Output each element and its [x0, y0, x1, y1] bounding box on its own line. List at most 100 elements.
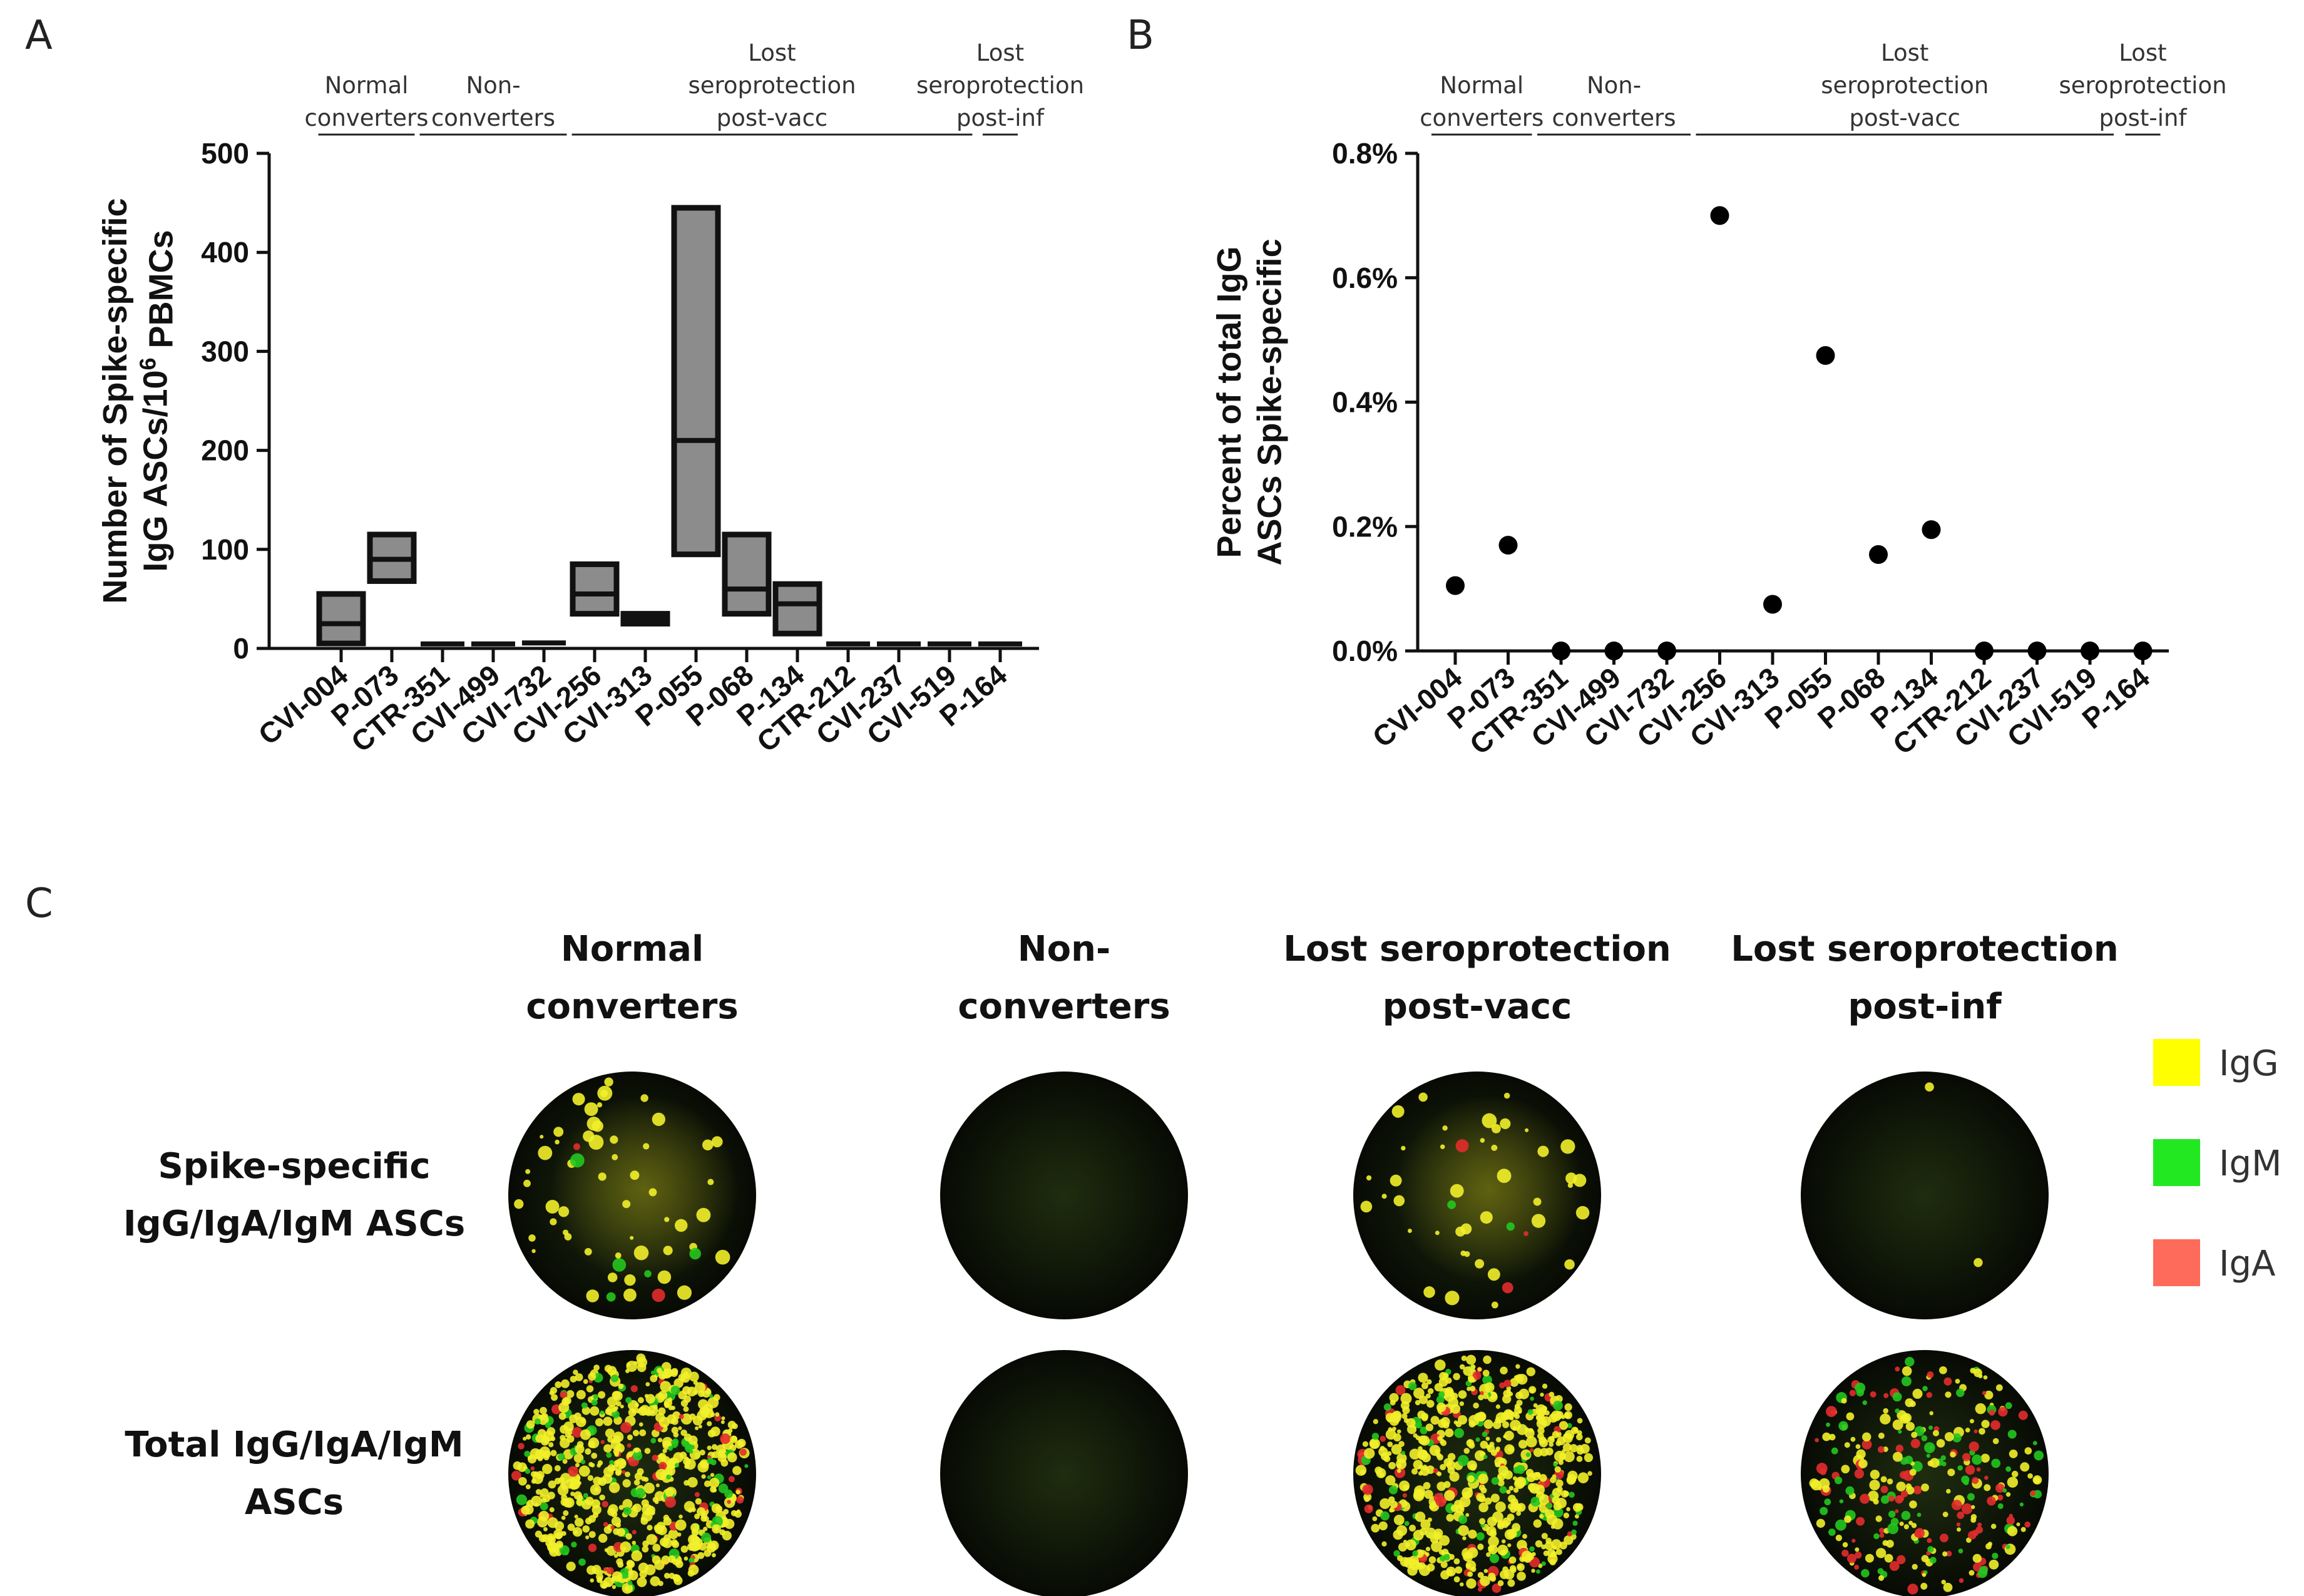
spot — [644, 1448, 651, 1455]
spot — [1484, 1382, 1495, 1393]
spot — [551, 1394, 558, 1401]
spot — [1440, 1561, 1448, 1568]
spot — [1564, 1451, 1575, 1463]
spot — [1861, 1432, 1871, 1442]
spot — [1880, 1495, 1890, 1504]
spot — [585, 1535, 590, 1540]
spot — [581, 1402, 588, 1409]
spot — [1928, 1425, 1933, 1430]
spot — [646, 1534, 657, 1545]
spot — [1453, 1558, 1460, 1565]
spot — [1841, 1465, 1850, 1474]
spot — [1944, 1432, 1954, 1441]
spot — [1408, 1381, 1417, 1391]
spot — [2030, 1490, 2036, 1496]
spot — [1547, 1436, 1555, 1444]
spot — [1575, 1205, 1590, 1220]
spot — [1567, 1423, 1572, 1429]
spot — [1540, 1393, 1544, 1397]
spot — [1499, 1382, 1505, 1389]
spot — [1941, 1461, 1947, 1466]
spot — [561, 1531, 566, 1536]
spot — [1453, 1576, 1460, 1583]
spot — [1557, 1436, 1566, 1446]
spot — [710, 1426, 720, 1437]
spot — [1553, 1462, 1558, 1467]
spot — [1498, 1465, 1508, 1476]
spot — [652, 1112, 665, 1127]
chart-b: 0.0% 0.2% 0.4% 0.6% 0.8% Percent of total IgG… — [1211, 39, 2227, 761]
panel-letter-a: A — [25, 13, 53, 59]
spot — [1987, 1496, 1996, 1506]
spot — [1869, 1480, 1880, 1491]
spot — [576, 1389, 586, 1399]
spot — [633, 1361, 638, 1365]
spot — [637, 1577, 647, 1587]
well-image — [940, 1072, 1188, 1319]
spot — [530, 1466, 535, 1471]
spot — [707, 1475, 711, 1480]
spot — [1517, 1572, 1526, 1581]
spot — [1888, 1510, 1896, 1518]
spot — [543, 1527, 548, 1532]
spot — [612, 1571, 623, 1582]
spot — [699, 1450, 705, 1456]
spot — [1970, 1513, 1977, 1520]
spot — [671, 1426, 678, 1434]
spot — [1515, 1364, 1520, 1369]
column-title: post-inf — [1848, 986, 2002, 1027]
spot — [604, 1077, 613, 1087]
spot — [540, 1493, 544, 1498]
spot — [688, 1565, 699, 1575]
group-label: Lost — [1881, 39, 1928, 66]
spot — [670, 1405, 675, 1411]
spot — [1880, 1413, 1891, 1425]
spot — [685, 1458, 696, 1470]
spot — [1418, 1092, 1428, 1102]
spot — [1480, 1487, 1487, 1494]
spot — [1822, 1432, 1831, 1441]
spot — [600, 1440, 605, 1445]
data-point — [2133, 642, 2153, 660]
spot — [1571, 1529, 1577, 1535]
spot — [688, 1435, 698, 1445]
spot — [1439, 1535, 1450, 1546]
spot — [1820, 1506, 1828, 1515]
spot — [1932, 1430, 1939, 1436]
spot — [561, 1398, 570, 1406]
spot — [618, 1383, 624, 1389]
panel-c: Normal converters Non-converters Lost serop… — [123, 929, 2281, 1596]
spot — [574, 1412, 581, 1420]
spot — [1475, 1259, 1485, 1269]
spot — [644, 1394, 649, 1398]
spot — [560, 1482, 565, 1488]
spot — [1926, 1392, 1933, 1398]
spot — [588, 1515, 596, 1523]
spot — [1513, 1476, 1517, 1481]
spot — [540, 1135, 544, 1139]
spot — [1895, 1408, 1900, 1414]
spot — [604, 1548, 608, 1552]
spot — [1974, 1429, 1978, 1433]
spot — [625, 1533, 632, 1540]
spot — [613, 1553, 618, 1558]
spot — [1917, 1512, 1922, 1517]
spot — [1504, 1430, 1514, 1441]
spot — [1527, 1409, 1533, 1415]
spot — [610, 1135, 618, 1144]
spot — [1468, 1530, 1477, 1539]
spot — [555, 1532, 563, 1540]
spot — [650, 1370, 655, 1375]
column-titles: Normal converters Non-converters Lost serop… — [526, 929, 2118, 1027]
spot — [1491, 1301, 1498, 1309]
y-tick-label: 400 — [201, 236, 249, 269]
spot — [2024, 1521, 2031, 1528]
spot — [1517, 1374, 1528, 1385]
spot — [683, 1406, 689, 1412]
spot — [647, 1525, 653, 1531]
spot — [730, 1499, 734, 1503]
group-label: Non- — [1587, 72, 1641, 99]
spot — [1446, 1568, 1453, 1576]
spot — [1965, 1465, 1975, 1475]
data-point — [1869, 545, 1888, 564]
